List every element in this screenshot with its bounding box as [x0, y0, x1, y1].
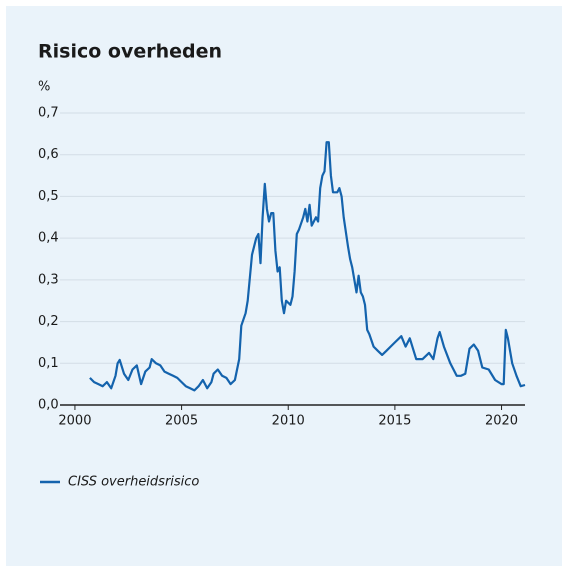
y-tick-label: 0,0: [38, 398, 59, 413]
y-tick-label: 0,7: [38, 106, 59, 121]
x-tick-label: 2010: [272, 414, 305, 429]
legend-label: CISS overheidsrisico: [68, 475, 199, 490]
data-line: [89, 141, 526, 392]
y-tick-label: 0,1: [38, 356, 59, 371]
y-tick-label: 0,3: [38, 272, 59, 287]
chart-title: Risico overheden: [38, 41, 222, 63]
y-tick-label: 0,4: [38, 231, 59, 246]
x-tick-label: 2020: [485, 414, 518, 429]
x-tick-label: 2015: [378, 414, 411, 429]
y-tick-label: 0,5: [38, 189, 59, 204]
y-tick-label: 0,2: [38, 314, 59, 329]
chart-background: [6, 6, 562, 566]
y-tick-label: 0,6: [38, 147, 59, 162]
x-tick-label: 2005: [165, 414, 198, 429]
x-tick-label: 2000: [58, 414, 91, 429]
y-axis-label: %: [38, 80, 50, 95]
